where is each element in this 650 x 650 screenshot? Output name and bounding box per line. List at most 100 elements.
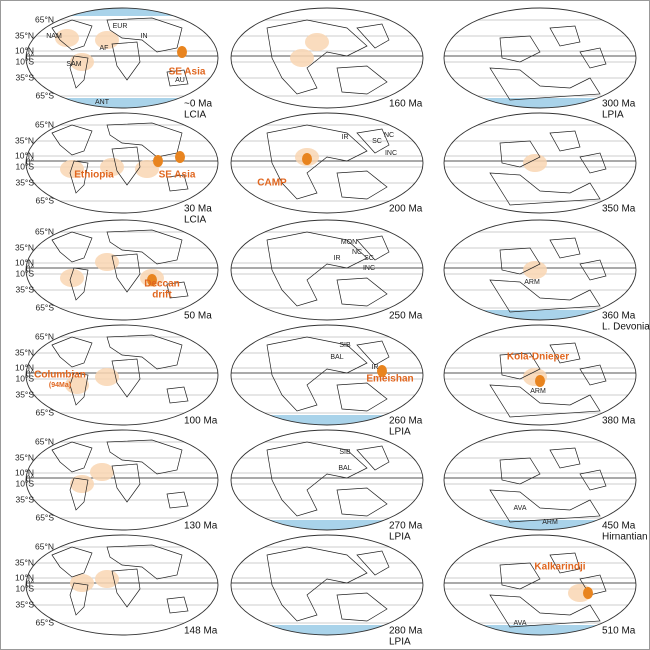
period-label: LCIA	[184, 215, 207, 226]
age-label: 148 Ma	[184, 626, 218, 637]
age-label: 360 Ma	[602, 311, 636, 322]
region-label: SIB	[339, 342, 351, 349]
latitude-label: 10°N	[15, 362, 34, 372]
region-label: ANT	[95, 99, 110, 106]
latitude-label: 35°N	[15, 30, 34, 40]
lip-outcrop	[175, 151, 185, 163]
region-label: IR	[334, 255, 341, 262]
continent	[549, 342, 581, 364]
continent	[111, 146, 141, 186]
map-outline	[25, 112, 219, 214]
continent	[166, 386, 189, 404]
continent	[549, 447, 581, 469]
province-area	[95, 31, 119, 49]
age-label: 300 Ma	[602, 99, 636, 110]
region-label: NAM	[46, 33, 62, 40]
period-label: LPIA	[602, 110, 624, 121]
map-outline	[25, 324, 219, 426]
continent	[266, 231, 368, 307]
ice-cap	[231, 625, 423, 635]
province-area	[523, 154, 547, 172]
continent	[106, 229, 183, 265]
continent	[69, 160, 89, 194]
province-label: Kalkarindji	[534, 562, 585, 573]
map-outline	[443, 219, 637, 321]
latitude-label: 65°N	[35, 436, 54, 446]
latitude-label: 65°N	[35, 541, 54, 551]
continent	[51, 124, 93, 156]
latitude-label: 65°S	[35, 302, 54, 312]
map-content	[26, 229, 218, 309]
latitude-label: 65°S	[35, 195, 54, 205]
lip-outcrop	[377, 365, 387, 377]
province-area	[70, 475, 94, 493]
age-label: ~0 Ma	[184, 99, 213, 110]
lip-outcrop	[177, 46, 187, 58]
map-content	[231, 231, 423, 309]
continent	[356, 445, 390, 471]
period-label: LPIA	[389, 532, 411, 543]
period-label: Hirnantian	[602, 532, 648, 543]
continent	[336, 65, 388, 95]
province-area	[60, 269, 84, 287]
age-label: 380 Ma	[602, 416, 636, 427]
province-label: SE Asia	[159, 170, 196, 181]
age-label: 160 Ma	[389, 99, 423, 110]
age-label: 260 Ma	[389, 416, 423, 427]
continent	[111, 463, 141, 503]
map-panel: 160 Ma	[230, 7, 424, 110]
latitude-label: 65°N	[35, 119, 54, 129]
continent	[266, 441, 368, 517]
continent	[51, 441, 93, 473]
map-outline	[230, 534, 424, 636]
province-area	[95, 368, 119, 386]
region-label: NC	[352, 249, 362, 256]
latitude-label: 10°S	[15, 373, 34, 383]
age-label: 280 Ma	[389, 626, 423, 637]
continent	[111, 568, 141, 608]
map-content	[444, 336, 636, 418]
age-label: 450 Ma	[602, 521, 636, 532]
continent	[549, 25, 581, 47]
ice-cap	[444, 310, 636, 320]
latitude-label: 10°N	[15, 45, 34, 55]
continent	[51, 336, 93, 368]
continent	[106, 17, 183, 53]
region-label: NC	[384, 132, 394, 139]
map-outline	[25, 429, 219, 531]
map-panel: 350 Ma	[443, 112, 637, 215]
latitude-label: 35°N	[15, 452, 34, 462]
continent	[51, 546, 93, 578]
continent	[106, 439, 183, 475]
map-outline	[25, 219, 219, 321]
region-label: IN	[141, 33, 148, 40]
province-area	[95, 253, 119, 271]
period-label: LCIA	[184, 110, 207, 121]
continent	[111, 358, 141, 398]
continent	[489, 489, 601, 523]
latitude-label: 10°S	[15, 583, 34, 593]
map-content	[26, 122, 218, 202]
continent	[336, 487, 388, 517]
region-label: ARM	[530, 388, 546, 395]
map-content	[231, 546, 423, 635]
continent	[499, 457, 541, 485]
age-label: 350 Ma	[602, 204, 636, 215]
region-label: AVA	[514, 505, 527, 512]
continent	[336, 592, 388, 622]
region-label: SC	[372, 138, 382, 145]
ice-cap	[26, 98, 218, 108]
continent	[106, 544, 183, 580]
latitude-label: 35°S	[15, 599, 34, 609]
continent	[336, 382, 388, 412]
continent	[356, 128, 390, 154]
map-panel: 280 Ma LPIA	[230, 534, 424, 648]
region-label: AU	[175, 77, 185, 84]
continent	[336, 277, 388, 307]
continent	[489, 67, 601, 101]
ice-cap	[231, 415, 423, 425]
latitude-label: 0°	[26, 263, 34, 273]
